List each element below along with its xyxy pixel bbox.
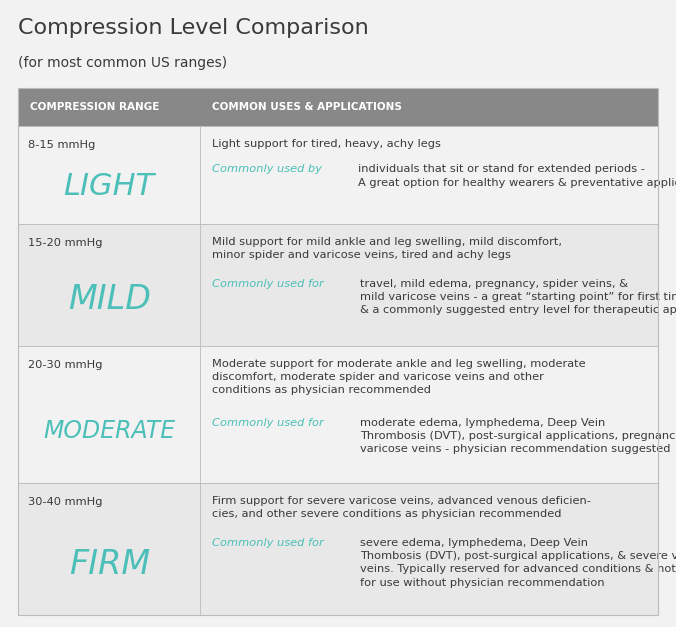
Text: Commonly used for: Commonly used for bbox=[212, 538, 324, 548]
Text: Light support for tired, heavy, achy legs: Light support for tired, heavy, achy leg… bbox=[212, 139, 441, 149]
Text: Compression Level Comparison: Compression Level Comparison bbox=[18, 18, 368, 38]
Bar bbox=[18, 346, 658, 483]
Bar bbox=[18, 88, 658, 126]
Text: Mild support for mild ankle and leg swelling, mild discomfort,
minor spider and : Mild support for mild ankle and leg swel… bbox=[212, 237, 562, 260]
Text: COMPRESSION RANGE: COMPRESSION RANGE bbox=[30, 102, 160, 112]
Bar bbox=[18, 224, 658, 346]
Text: Commonly used for: Commonly used for bbox=[212, 279, 324, 289]
Text: Moderate support for moderate ankle and leg swelling, moderate
discomfort, moder: Moderate support for moderate ankle and … bbox=[212, 359, 586, 396]
Text: Firm support for severe varicose veins, advanced venous deficien-
cies, and othe: Firm support for severe varicose veins, … bbox=[212, 496, 592, 519]
Text: Commonly used for: Commonly used for bbox=[212, 418, 324, 428]
Text: Commonly used by: Commonly used by bbox=[212, 164, 322, 174]
Text: 8-15 mmHg: 8-15 mmHg bbox=[28, 140, 95, 150]
Text: severe edema, lymphedema, Deep Vein
Thombosis (DVT), post-surgical applications,: severe edema, lymphedema, Deep Vein Thom… bbox=[360, 538, 676, 587]
Text: travel, mild edema, pregnancy, spider veins, &
mild varicose veins - a great “st: travel, mild edema, pregnancy, spider ve… bbox=[360, 279, 676, 315]
Bar bbox=[18, 88, 658, 615]
Text: moderate edema, lymphedema, Deep Vein
Thrombosis (DVT), post-surgical applicatio: moderate edema, lymphedema, Deep Vein Th… bbox=[360, 418, 676, 454]
Text: 15-20 mmHg: 15-20 mmHg bbox=[28, 238, 103, 248]
Text: MILD: MILD bbox=[68, 283, 151, 316]
Text: individuals that sit or stand for extended periods -
A great option for healthy : individuals that sit or stand for extend… bbox=[358, 164, 676, 187]
Text: LIGHT: LIGHT bbox=[64, 172, 155, 201]
Text: (for most common US ranges): (for most common US ranges) bbox=[18, 56, 227, 70]
Bar bbox=[18, 126, 658, 224]
Bar bbox=[18, 483, 658, 615]
Text: MODERATE: MODERATE bbox=[43, 419, 175, 443]
Text: FIRM: FIRM bbox=[69, 549, 150, 581]
Text: COMMON USES & APPLICATIONS: COMMON USES & APPLICATIONS bbox=[212, 102, 402, 112]
Text: 20-30 mmHg: 20-30 mmHg bbox=[28, 360, 103, 370]
Text: 30-40 mmHg: 30-40 mmHg bbox=[28, 497, 103, 507]
